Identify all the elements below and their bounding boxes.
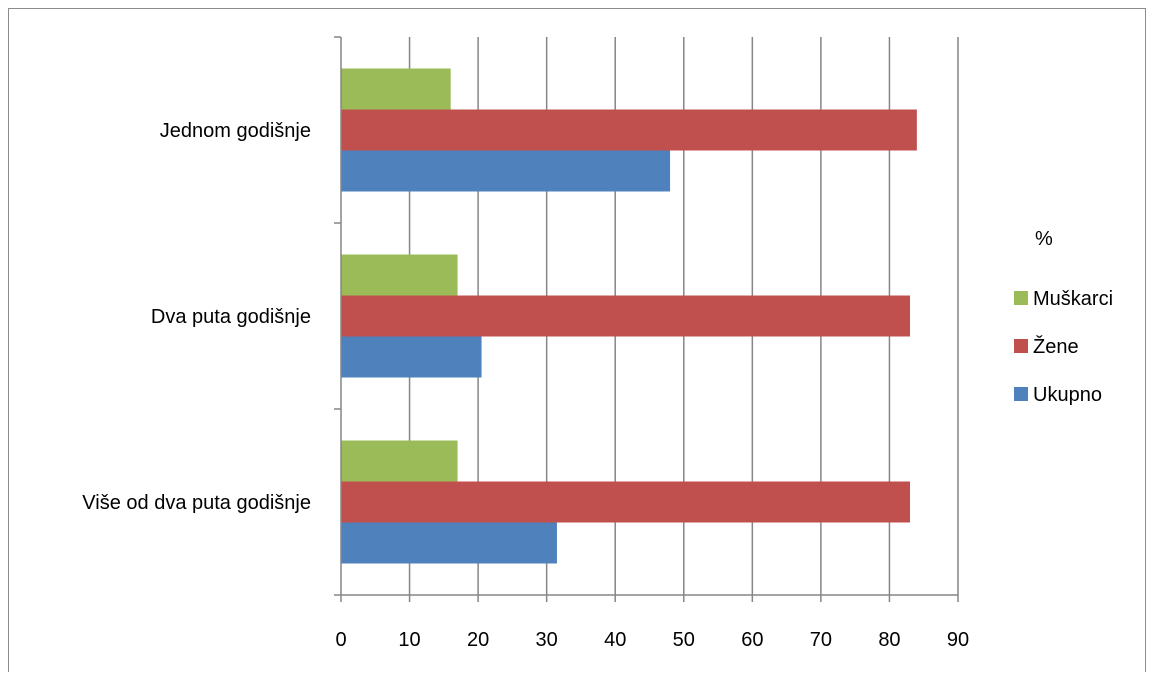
legend-swatch [1014, 291, 1028, 305]
bar [341, 254, 458, 296]
bar [341, 481, 911, 523]
x-tick-label: 10 [398, 629, 420, 651]
x-tick-label: 80 [878, 629, 900, 651]
bar [341, 336, 482, 378]
legend-label: Ukupno [1033, 384, 1102, 406]
bar [341, 522, 557, 564]
x-tick-label: 70 [810, 629, 832, 651]
x-tick-label: 50 [673, 629, 695, 651]
bar [341, 68, 451, 110]
x-tick-label: 90 [947, 629, 969, 651]
bar [341, 440, 458, 482]
x-tick-label: 0 [335, 629, 346, 651]
legend-swatch [1014, 387, 1028, 401]
x-tick-label: 20 [467, 629, 489, 651]
bar [341, 109, 917, 151]
legend-label: Žene [1033, 335, 1079, 358]
category-labels: Jednom godišnje Dva puta godišnje Više od … [82, 120, 311, 514]
x-tick-label: 30 [536, 629, 558, 651]
bar [341, 295, 911, 337]
legend-swatch [1014, 339, 1028, 353]
axes [334, 36, 959, 602]
category-label: Više od dva puta godišnje [82, 492, 311, 514]
category-label: Jednom godišnje [160, 120, 311, 142]
legend-label: Muškarci [1033, 288, 1113, 310]
x-tick-label: 40 [604, 629, 626, 651]
category-label: Dva puta godišnje [151, 306, 311, 328]
legend: % Muškarci Žene Ukupno [1014, 228, 1113, 406]
bars [341, 68, 917, 564]
x-tick-label: 60 [741, 629, 763, 651]
x-tick-labels: 0 10 20 30 40 50 60 70 80 90 [335, 629, 969, 651]
bar [341, 150, 671, 192]
legend-title: % [1035, 228, 1053, 250]
